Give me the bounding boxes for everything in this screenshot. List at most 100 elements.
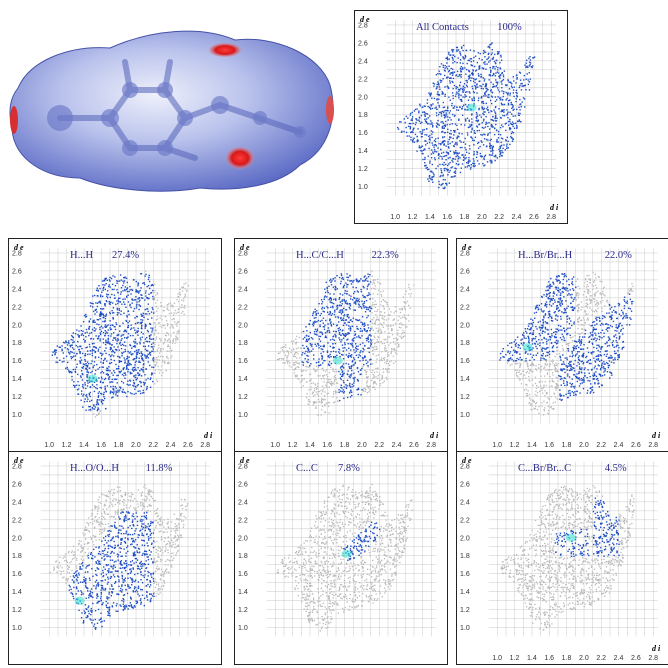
contact-point [462, 85, 464, 87]
contact-point [466, 117, 469, 119]
contact-point [451, 141, 454, 143]
contact-point [332, 346, 334, 348]
contact-point [132, 353, 134, 355]
contact-point [82, 395, 84, 397]
contact-point [103, 397, 106, 400]
contact-point [332, 286, 335, 288]
plot-frame [354, 10, 568, 224]
y-tick-label: 1.2 [358, 166, 368, 173]
contact-point [369, 305, 371, 308]
contact-point [449, 123, 451, 126]
background-point [382, 371, 385, 373]
contact-point [489, 142, 491, 144]
background-point [553, 392, 555, 394]
contact-point [136, 377, 139, 379]
contact-point [319, 340, 322, 342]
background-point [172, 306, 174, 308]
contact-point [500, 141, 502, 144]
contact-point [511, 83, 513, 85]
background-point [375, 383, 378, 385]
contact-point [96, 318, 99, 321]
plot-frame [234, 238, 448, 452]
background-point [327, 405, 330, 408]
contact-point [123, 276, 125, 279]
background-point [388, 371, 390, 373]
contact-point [106, 290, 109, 292]
contact-point [101, 354, 103, 357]
contact-point [98, 285, 100, 287]
contact-point [462, 68, 464, 70]
contact-point [483, 62, 485, 64]
contact-point [82, 334, 85, 337]
contact-point [507, 104, 510, 106]
contact-point [490, 123, 493, 126]
contact-point [354, 362, 356, 365]
contact-point [499, 77, 501, 79]
contact-point [528, 80, 530, 83]
contact-point [591, 351, 594, 353]
background-point [548, 385, 551, 388]
contact-point [571, 350, 573, 353]
contact-point [97, 396, 99, 398]
contact-point [116, 391, 118, 393]
contact-point [466, 81, 468, 84]
background-point [556, 370, 558, 373]
contact-point [459, 62, 462, 64]
contact-point [483, 78, 486, 80]
background-point [531, 362, 533, 364]
background-point [319, 375, 321, 377]
contact-point [456, 61, 458, 64]
contact-point [96, 387, 98, 390]
contact-point [453, 60, 456, 63]
contact-point [469, 125, 472, 128]
contact-point [509, 120, 511, 123]
background-point [156, 315, 158, 317]
contact-point [430, 156, 433, 159]
contact-point [460, 47, 463, 49]
background-point [535, 364, 537, 367]
background-point [538, 412, 540, 414]
background-point [363, 390, 365, 392]
contact-point [71, 351, 73, 354]
contact-point [421, 121, 423, 124]
contact-point [523, 84, 525, 87]
contact-point [99, 287, 101, 290]
contact-point [473, 163, 475, 165]
x-tick-label: 1.6 [322, 442, 332, 449]
contact-point [362, 359, 364, 361]
contact-point [361, 335, 363, 337]
background-point [156, 359, 158, 361]
contact-point [456, 109, 458, 111]
contact-point [418, 111, 420, 114]
contact-point [132, 345, 135, 348]
contact-point [448, 163, 450, 165]
contact-point [441, 163, 444, 166]
contact-point [448, 182, 450, 184]
contact-point [528, 61, 531, 63]
contact-point [444, 95, 446, 97]
contact-point [525, 78, 527, 80]
background-point [156, 293, 159, 295]
background-point [558, 353, 561, 355]
contact-point [498, 75, 500, 78]
contact-point [347, 276, 350, 279]
background-point [632, 285, 634, 288]
contact-point [450, 136, 452, 139]
contact-point [595, 371, 597, 373]
contact-point [503, 114, 506, 117]
background-point [323, 378, 325, 380]
contact-point [309, 365, 311, 367]
contact-point [120, 293, 122, 295]
contact-point [397, 128, 400, 130]
contact-point [115, 394, 117, 396]
contact-point [69, 371, 71, 374]
contact-point [486, 106, 489, 108]
contact-point [524, 106, 526, 108]
contact-point [138, 361, 140, 363]
background-point [311, 392, 314, 394]
background-point [585, 314, 587, 316]
contact-point [118, 349, 120, 351]
background-point [154, 341, 156, 344]
contact-point [512, 138, 514, 140]
contact-point [466, 91, 468, 93]
